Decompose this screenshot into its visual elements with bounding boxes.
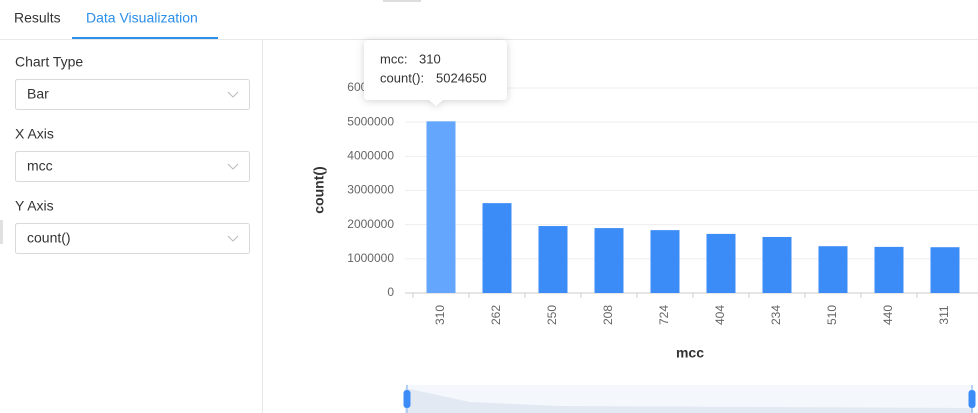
tooltip-value: 5024650 bbox=[436, 70, 487, 85]
x-tick-label: 311 bbox=[937, 305, 951, 324]
select-box[interactable] bbox=[15, 223, 250, 254]
bar[interactable] bbox=[426, 121, 456, 293]
bar[interactable] bbox=[650, 230, 680, 293]
y-tick-label: 0 bbox=[387, 285, 394, 299]
chart: 0100000020000003000000400000050000006000… bbox=[311, 40, 978, 413]
x-tick-label: 404 bbox=[713, 305, 727, 325]
y-tick-label: 4000000 bbox=[347, 149, 394, 163]
field-label: X Axis bbox=[15, 126, 54, 142]
bar[interactable] bbox=[706, 233, 736, 293]
x-axis-label: mcc bbox=[676, 345, 704, 361]
x-tick-label: 310 bbox=[433, 305, 447, 325]
field-label: Y Axis bbox=[15, 198, 54, 214]
y-tick-label: 2000000 bbox=[347, 217, 394, 231]
tooltip-label: mcc: bbox=[380, 51, 407, 66]
x-tick-label: 724 bbox=[657, 305, 671, 325]
x-tick-label: 510 bbox=[825, 305, 839, 325]
form: Chart Type Bar X Axis mcc Y Axis count() bbox=[15, 54, 250, 254]
y-tick-label: 5000000 bbox=[347, 114, 394, 128]
bar[interactable] bbox=[762, 236, 792, 293]
bar[interactable] bbox=[930, 247, 960, 293]
y-tick-label: 3000000 bbox=[347, 183, 394, 197]
select-value: count() bbox=[27, 230, 71, 246]
zoom-handle[interactable] bbox=[403, 390, 411, 408]
select-box[interactable] bbox=[15, 151, 250, 182]
y-axis-label: count() bbox=[311, 166, 327, 213]
y-tick-label: 1000000 bbox=[347, 251, 394, 265]
x-tick-label: 208 bbox=[601, 305, 615, 325]
chevron bbox=[227, 235, 239, 242]
edge-marker bbox=[0, 220, 3, 244]
top-strip bbox=[383, 0, 421, 2]
chevron bbox=[227, 91, 239, 98]
bar[interactable] bbox=[594, 228, 624, 293]
tooltip: mcc: 310 count(): 5024650 bbox=[364, 40, 507, 106]
x-tick-label: 250 bbox=[545, 305, 559, 325]
tooltip-label: count(): bbox=[380, 70, 424, 85]
select-value: mcc bbox=[27, 158, 53, 174]
tooltip-value: 310 bbox=[419, 51, 441, 66]
tab[interactable]: Results bbox=[14, 10, 61, 26]
bar[interactable] bbox=[874, 246, 904, 293]
tab-active[interactable]: Data Visualization bbox=[86, 10, 198, 26]
x-tick-label: 440 bbox=[881, 305, 895, 325]
tab-indicator bbox=[72, 37, 218, 39]
bar[interactable] bbox=[538, 226, 568, 293]
chevron bbox=[227, 163, 239, 170]
select-value: Bar bbox=[27, 86, 49, 102]
bar[interactable] bbox=[482, 203, 512, 293]
x-tick-label: 262 bbox=[489, 305, 503, 325]
zoom-handle[interactable] bbox=[968, 390, 976, 408]
x-tick-label: 234 bbox=[769, 305, 783, 325]
field-label: Chart Type bbox=[15, 54, 83, 70]
zoom-preview bbox=[405, 388, 973, 413]
select-box[interactable] bbox=[15, 79, 250, 110]
bar[interactable] bbox=[818, 246, 848, 293]
tooltip-box bbox=[364, 40, 507, 106]
